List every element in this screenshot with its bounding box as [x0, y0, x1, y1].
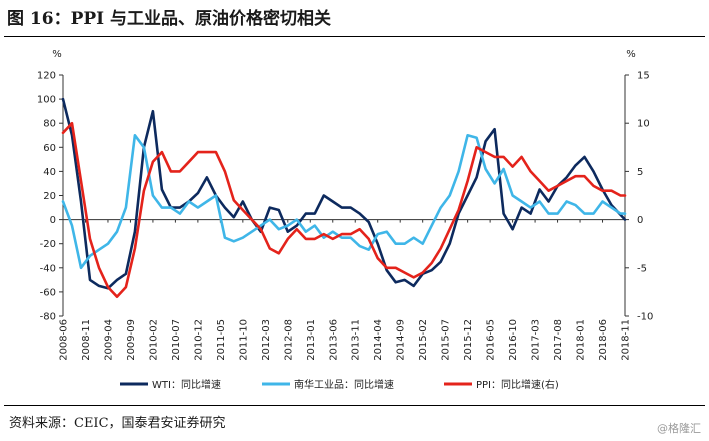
x-tick-label: 2015-02 [418, 319, 429, 361]
left-tick-label: 60 [43, 143, 56, 154]
x-tick-label: 2016-05 [486, 319, 497, 361]
x-tick-label: 2018-01 [576, 319, 587, 361]
x-tick-label: 2014-04 [373, 319, 384, 361]
x-axis-ticks: 2008-06 2008-11 2009-04 2009-09 2010-02 2010-… [59, 219, 632, 361]
left-tick-label: 20 [43, 191, 56, 202]
right-axis-ticks: 15 10 5 0 -5 -10 [625, 71, 653, 323]
x-tick-label: 2013-01 [306, 319, 317, 361]
x-tick-label: 2010-12 [193, 319, 204, 361]
left-tick-label: 80 [43, 119, 56, 130]
right-tick-label: 15 [637, 71, 650, 82]
x-tick-label: 2013-06 [328, 319, 339, 361]
series-layer [61, 97, 627, 299]
left-tick-label: 0 [50, 215, 56, 226]
right-axis-unit: % [626, 49, 636, 60]
x-tick-label: 2015-07 [441, 319, 452, 361]
x-tick-label: 2012-03 [261, 319, 272, 361]
series-line-ppi [61, 121, 627, 299]
right-tick-label: 5 [637, 167, 643, 178]
x-tick-label: 2009-09 [126, 319, 137, 361]
legend-label-nanhua: 南华工业品：同比增速 [294, 378, 394, 391]
legend: WTI：同比增速 南华工业品：同比增速 PPI：同比增速(右) [120, 378, 559, 391]
x-tick-label: 2008-11 [81, 319, 92, 361]
bottom-rule [4, 405, 705, 406]
x-tick-label: 2013-11 [351, 319, 362, 361]
series-line-nanhua [61, 134, 627, 270]
left-axis-unit: % [52, 49, 62, 60]
left-tick-label: -60 [40, 287, 56, 298]
x-tick-label: 2011-05 [216, 319, 227, 361]
figure-title: 图 16：PPI 与工业品、原油价格密切相关 [7, 9, 332, 29]
right-tick-label: -10 [637, 312, 653, 323]
x-tick-label: 2008-06 [59, 319, 70, 361]
legend-label-wti: WTI：同比增速 [152, 378, 221, 391]
right-tick-label: 0 [637, 215, 643, 226]
watermark: @格隆汇 [657, 422, 701, 435]
series-line-wti [61, 97, 627, 290]
x-tick-label: 2009-04 [103, 319, 114, 361]
top-rule [4, 36, 705, 37]
x-tick-label: 2014-09 [396, 319, 407, 361]
x-tick-label: 2017-03 [531, 319, 542, 361]
x-tick-label: 2018-06 [598, 319, 609, 361]
left-tick-label: -20 [40, 239, 56, 250]
x-tick-label: 2010-07 [171, 319, 182, 361]
x-tick-label: 2012-08 [283, 319, 294, 361]
x-tick-label: 2010-02 [148, 319, 159, 361]
x-tick-label: 2017-08 [553, 319, 564, 361]
left-tick-label: -40 [40, 263, 56, 274]
left-tick-label: 40 [43, 167, 56, 178]
left-axis-ticks: 120 100 80 60 40 20 0 -20 -40 -60 -80 [37, 71, 63, 323]
source-note: 资料来源：CEIC，国泰君安证券研究 [9, 416, 226, 431]
right-tick-label: -5 [637, 263, 647, 274]
left-tick-label: 120 [37, 71, 56, 82]
x-tick-label: 2015-12 [463, 319, 474, 361]
left-tick-label: 100 [37, 95, 56, 106]
left-tick-label: -80 [40, 312, 56, 323]
x-tick-label: 2018-11 [621, 319, 632, 361]
x-tick-label: 2011-10 [238, 319, 249, 361]
legend-label-ppi: PPI：同比增速(右) [476, 378, 559, 391]
right-tick-label: 10 [637, 119, 650, 130]
x-tick-label: 2016-10 [508, 319, 519, 361]
